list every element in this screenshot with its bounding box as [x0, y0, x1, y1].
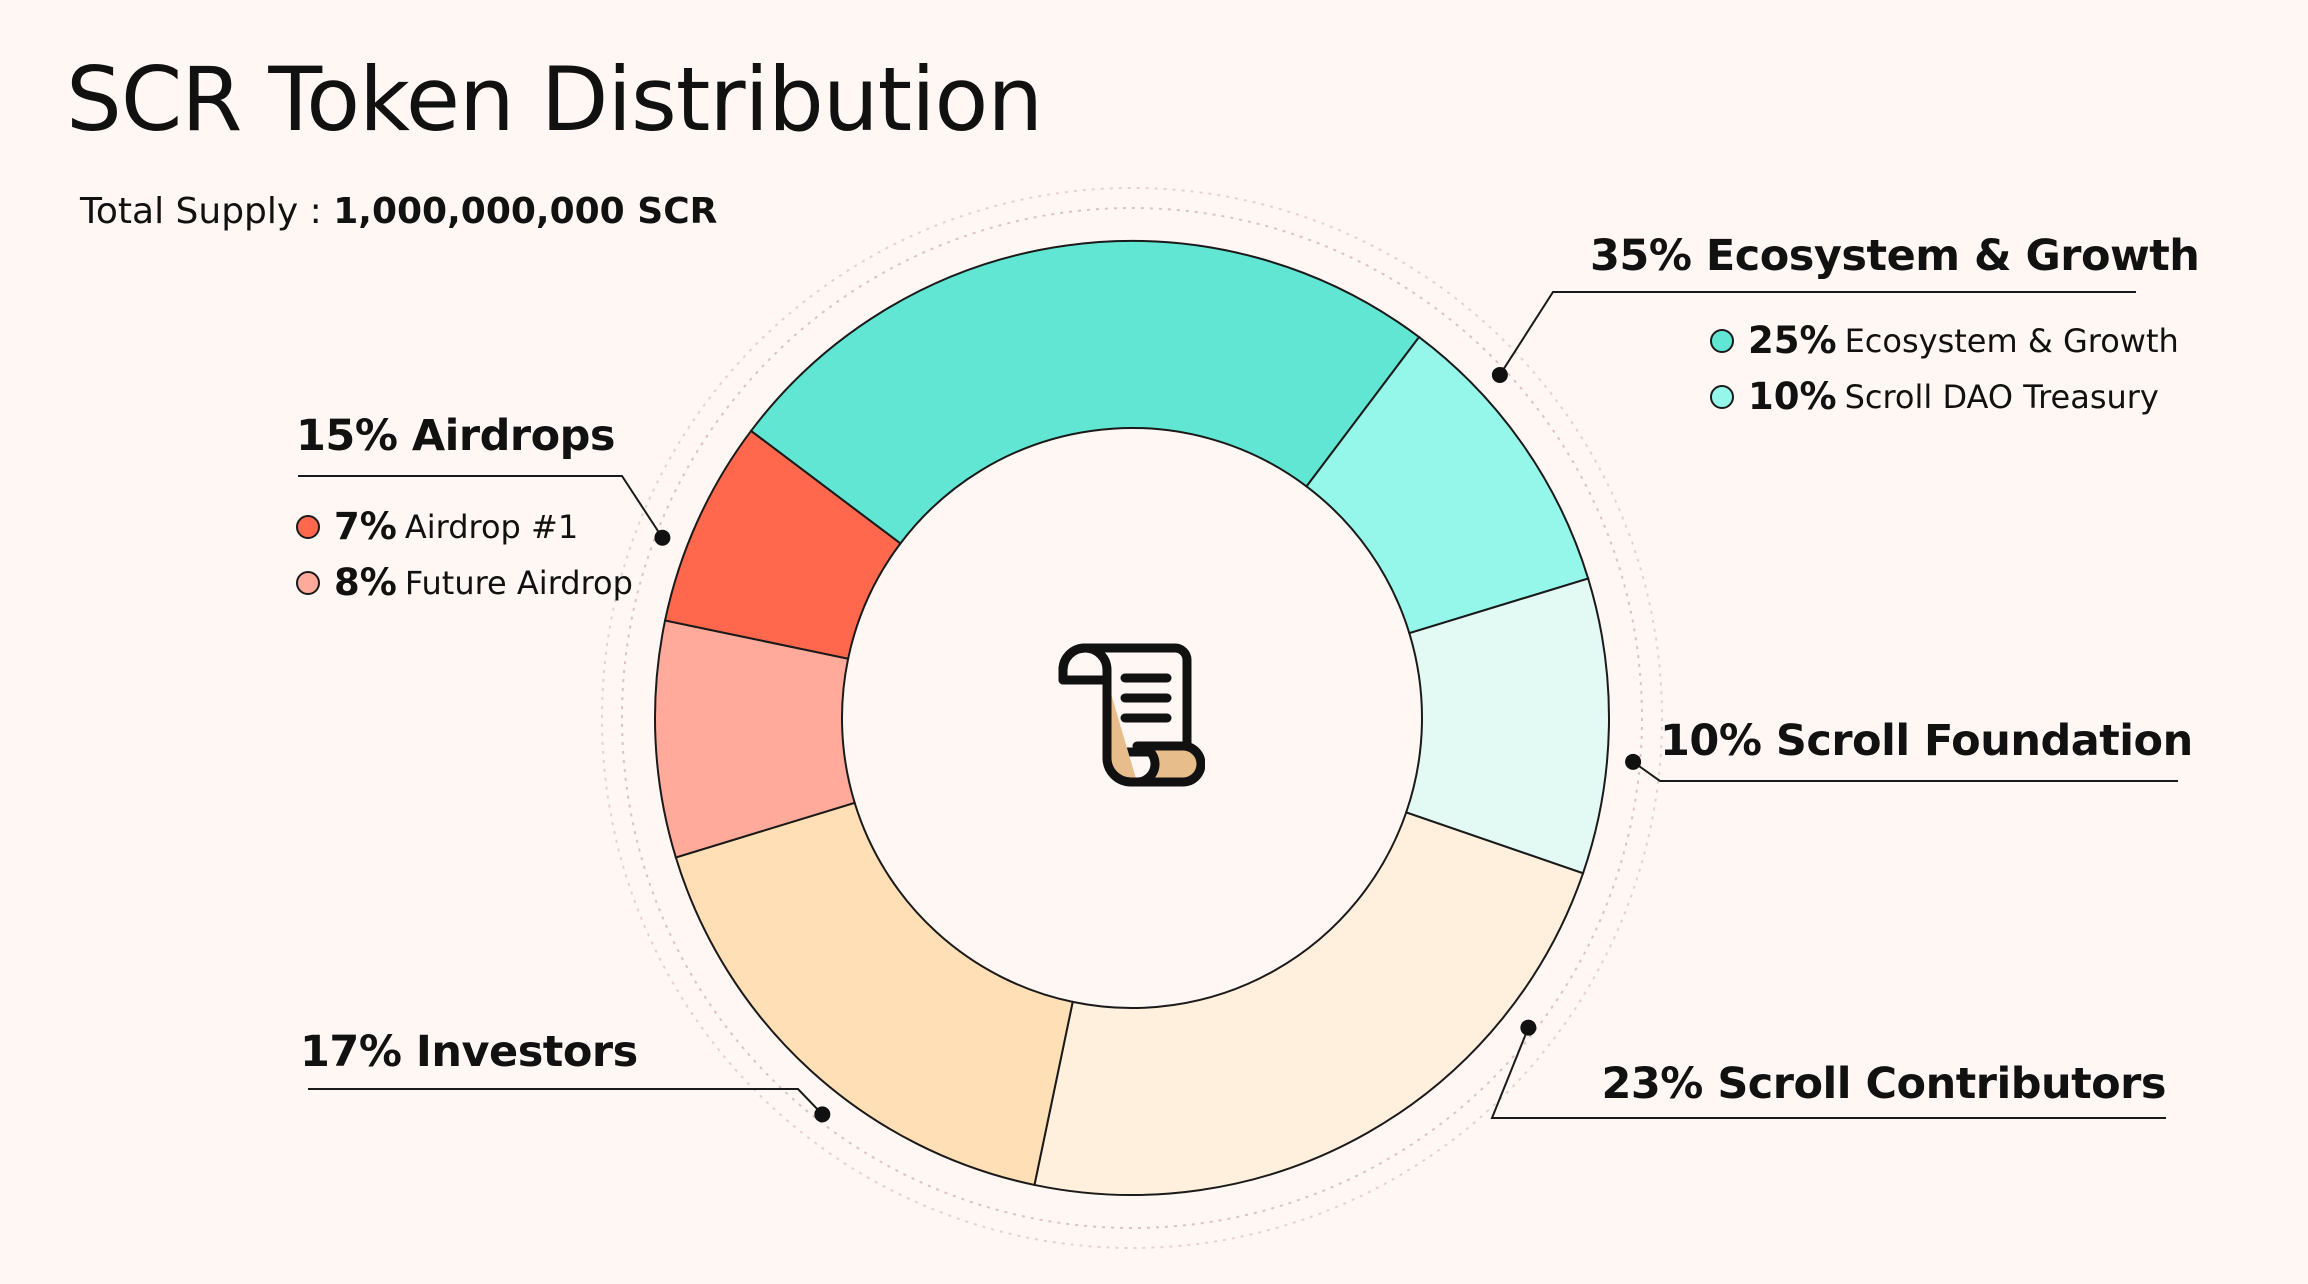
- callout-scroll-foundation: 10% Scroll Foundation: [1660, 716, 2193, 766]
- legend-pct: 25%: [1748, 319, 1837, 362]
- leader-dot: [654, 529, 671, 546]
- legend-pct: 7%: [334, 505, 397, 548]
- slice-scroll-contributors: [1033, 811, 1585, 1196]
- legend-dot: [296, 515, 320, 540]
- callout-ecosystem-subitems: 25% Ecosystem & Growth 10% Scroll DAO Tr…: [1710, 308, 2179, 421]
- callout-ecosystem-growth-heading: 35% Ecosystem & Growth: [1590, 231, 2200, 281]
- legend-dot: [1710, 329, 1734, 354]
- slice-ecosystem-growth: [749, 240, 1421, 545]
- callout-ecosystem-growth: 35% Ecosystem & Growth: [1590, 231, 2200, 281]
- legend-item-ecosystem-growth: 25% Ecosystem & Growth: [1710, 318, 2179, 364]
- leader-dot: [1520, 1019, 1537, 1036]
- legend-item-future-airdrop: 8% Future Airdrop: [296, 560, 633, 606]
- slice-investors: [674, 801, 1074, 1187]
- leader-dot: [1491, 366, 1508, 383]
- leader-dot: [814, 1106, 831, 1123]
- legend-dot: [1710, 385, 1734, 410]
- page-title: SCR Token Distribution: [66, 48, 1043, 151]
- callout-airdrops-heading: 15% Airdrops: [296, 411, 616, 461]
- callout-airdrops-subitems: 7% Airdrop #1 8% Future Airdrop: [296, 494, 633, 607]
- callout-scroll-contributors-heading: 23% Scroll Contributors: [1601, 1059, 2166, 1109]
- callout-scroll-contributors: 23% Scroll Contributors: [1600, 1059, 2166, 1109]
- total-supply: Total Supply : 1,000,000,000 SCR: [80, 190, 717, 233]
- callout-leader-lines: [298, 291, 2178, 1123]
- leader-line-ecosystem-growth: [1499, 291, 2136, 376]
- leader-line-scroll-foundation: [1632, 761, 2178, 782]
- scroll-document-icon: [1058, 643, 1205, 787]
- dashed-ring: [601, 187, 1663, 1249]
- total-supply-label: Total Supply :: [80, 191, 334, 232]
- slice-airdrop-1: [663, 429, 902, 660]
- legend-item-scroll-dao-treasury: 10% Scroll DAO Treasury: [1710, 374, 2179, 420]
- callout-scroll-foundation-heading: 10% Scroll Foundation: [1660, 716, 2193, 766]
- callout-investors: 17% Investors: [300, 1027, 638, 1077]
- legend-pct: 10%: [1748, 375, 1837, 419]
- leader-line-investors: [308, 1088, 824, 1116]
- donut-slices: [654, 240, 1610, 1196]
- legend-label: Ecosystem & Growth: [1844, 322, 2179, 361]
- legend-pct: 8%: [334, 561, 397, 605]
- legend-label: Scroll DAO Treasury: [1844, 378, 2159, 417]
- legend-label: Airdrop #1: [404, 508, 579, 547]
- total-supply-value: 1,000,000,000 SCR: [333, 191, 718, 232]
- callout-investors-heading: 17% Investors: [300, 1027, 638, 1077]
- callout-airdrops: 15% Airdrops: [296, 411, 616, 461]
- legend-dot: [296, 571, 320, 596]
- leader-line-airdrops: [298, 475, 664, 539]
- legend-label: Future Airdrop: [404, 564, 633, 603]
- leader-dot: [1625, 753, 1642, 770]
- legend-item-airdrop-1: 7% Airdrop #1: [296, 504, 633, 550]
- dashed-ring: [621, 207, 1643, 1229]
- leader-line-scroll-contributors: [1490, 1027, 2166, 1119]
